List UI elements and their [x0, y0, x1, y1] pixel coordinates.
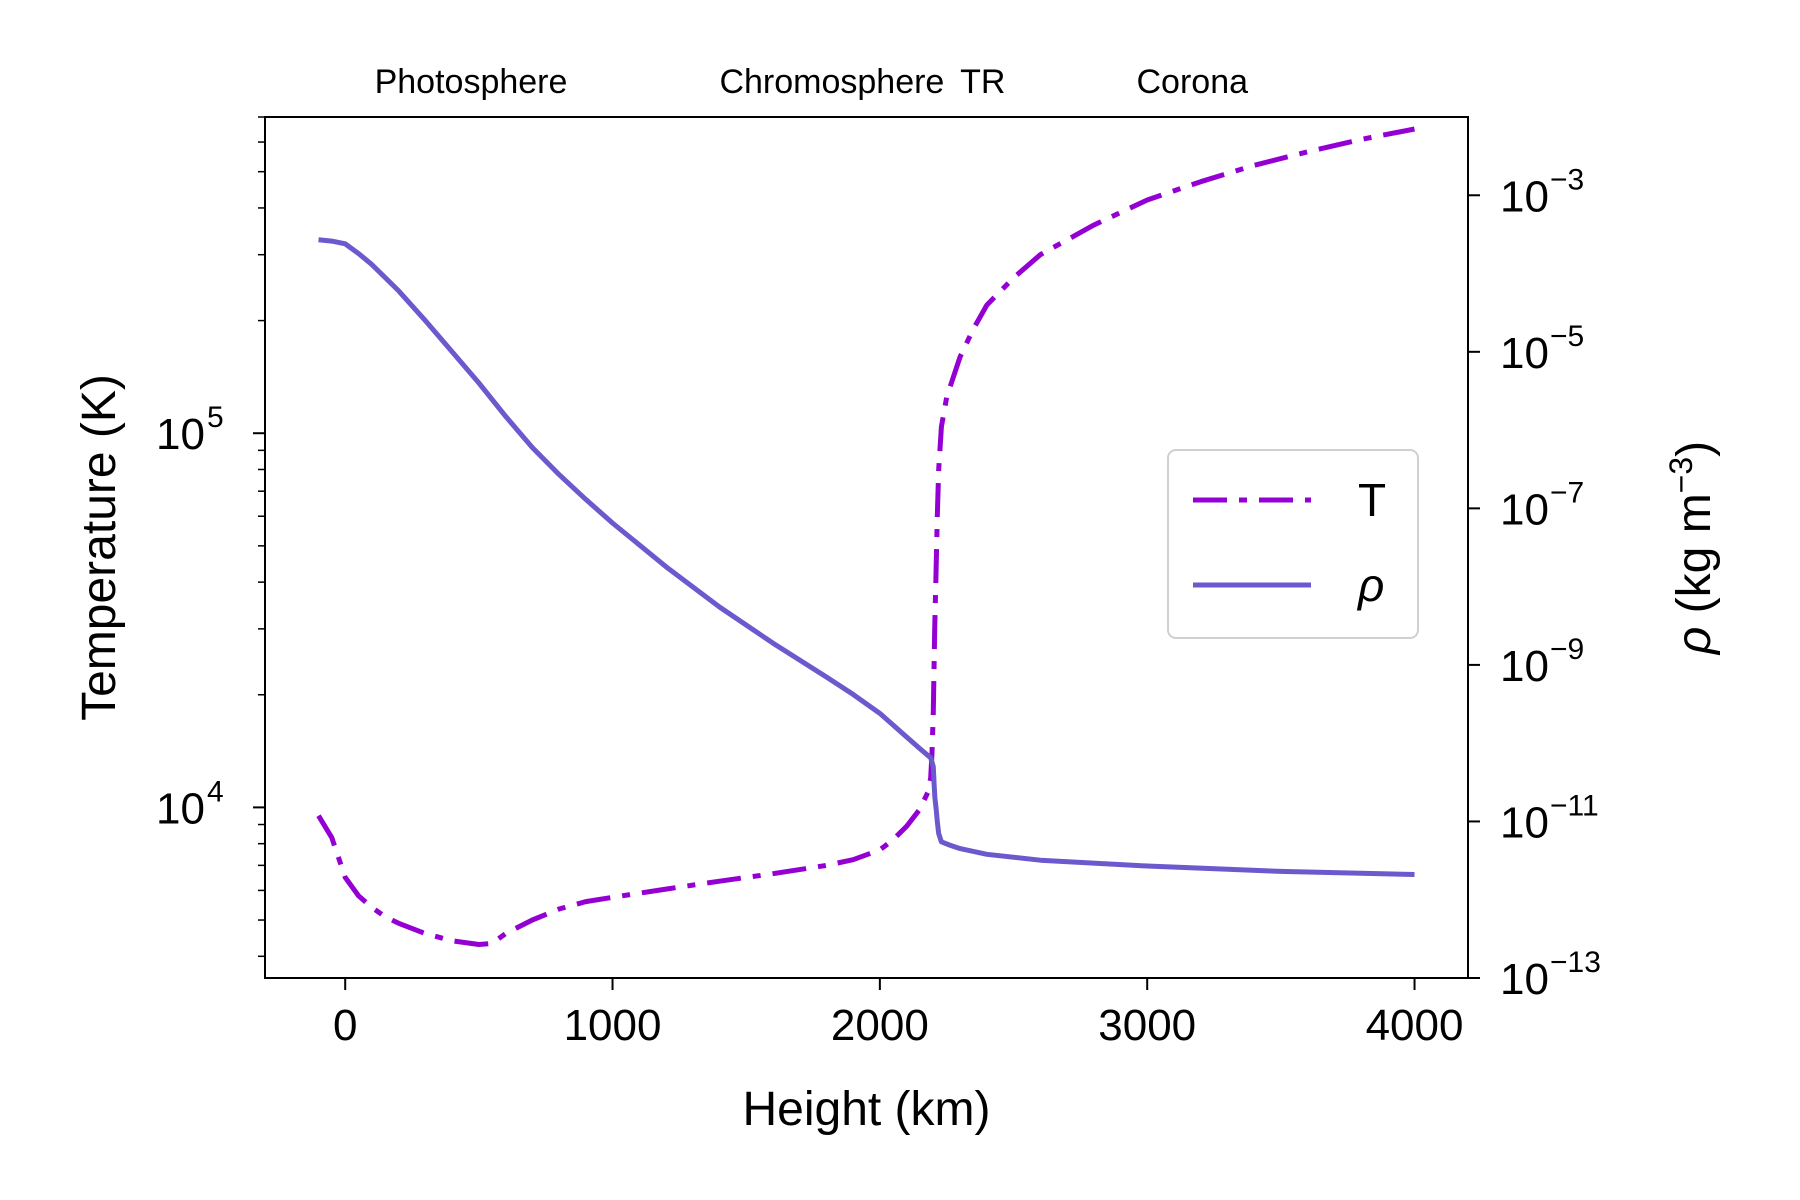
- y-right-tick-label-−9: 10: [1500, 642, 1549, 691]
- y-right-tick-exp-−7: −7: [1550, 476, 1584, 509]
- y-right-tick-label-−13: 10: [1500, 955, 1549, 1004]
- y-right-axis-title: ρ (kg m−3): [1663, 441, 1721, 656]
- legend-label-0: T: [1358, 474, 1386, 526]
- x-tick-label-1000: 1000: [564, 1001, 662, 1050]
- y-right-tick-label-−5: 10: [1500, 329, 1549, 378]
- y-right-title-symbol: ρ: [1668, 627, 1721, 657]
- y-left-axis-title: Temperature (K): [73, 374, 126, 721]
- region-label-chromosphere: Chromosphere: [719, 63, 944, 101]
- legend-label-1: ρ: [1356, 559, 1384, 611]
- y-left-tick-exp-5: 5: [207, 401, 224, 434]
- region-label-tr: TR: [960, 63, 1005, 101]
- y-left-tick-exp-4: 4: [207, 775, 224, 808]
- y-right-tick-exp-−9: −9: [1550, 633, 1584, 666]
- region-label-photosphere: Photosphere: [375, 63, 568, 101]
- series-line-0: [316, 126, 1415, 947]
- region-label-corona: Corona: [1137, 63, 1249, 101]
- region-labels: Photosphere Chromosphere TR Corona: [375, 63, 1249, 101]
- x-tick-label-4000: 4000: [1366, 1001, 1464, 1050]
- y-right-tick-label-−3: 10: [1500, 172, 1549, 221]
- x-tick-label-2000: 2000: [831, 1001, 929, 1050]
- legend: Tρ: [1167, 449, 1419, 639]
- y-right-tick-label-−7: 10: [1500, 485, 1549, 534]
- y-right-tick-exp-−13: −13: [1550, 946, 1601, 979]
- series-layer: [316, 126, 1415, 947]
- y-right-tick-exp-−5: −5: [1550, 320, 1584, 353]
- x-axis-title: Height (km): [742, 1083, 990, 1136]
- y-right-tick-exp-−3: −3: [1550, 163, 1584, 196]
- legend-frame: [1167, 449, 1419, 639]
- y-left-tick-label-4: 10: [156, 784, 205, 833]
- y-left-tick-label-5: 10: [156, 410, 205, 459]
- y-right-tick-exp-−11: −11: [1550, 789, 1599, 822]
- y-right-tick-label-−11: 10: [1500, 798, 1549, 847]
- y-right-title-close: ): [1668, 441, 1721, 457]
- x-tick-label-0: 0: [333, 1001, 357, 1050]
- y-right-title-unit: (kg m: [1668, 493, 1721, 626]
- plot-frame: [264, 116, 1469, 979]
- y-right-title-exp: −3: [1663, 457, 1699, 493]
- x-tick-label-3000: 3000: [1098, 1001, 1196, 1050]
- series-line-1: [318, 237, 1415, 877]
